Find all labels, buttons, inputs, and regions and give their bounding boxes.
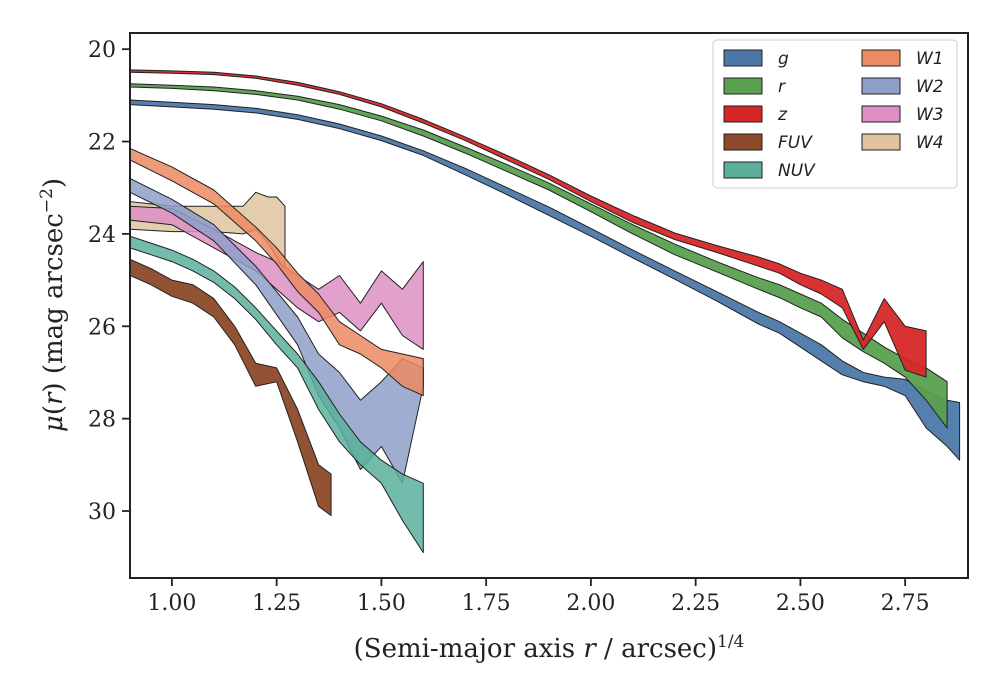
x-tick-label: 2.25 [671,591,720,616]
y-tick-label: 26 [88,315,116,340]
legend-label-w3: W3 [916,105,944,125]
y-axis-label: μ(r) (mag arcsec−2) [37,178,69,432]
x-axis-label: (Semi-major axis r / arcsec)1/4 [354,632,745,664]
band-w1 [130,148,424,397]
x-tick-label: 2.00 [566,591,615,616]
plot-frame [129,32,969,579]
x-tick-label: 1.25 [252,591,301,616]
x-tick-label: 1.00 [147,591,196,616]
band-g [130,99,961,461]
legend-label-nuv: NUV [778,161,816,181]
legend: grz FUV NUV W1 W2 W3 W4 [712,39,958,189]
legend-swatch-w3 [861,105,901,123]
bands-layer [130,69,961,554]
x-tick-label: 1.75 [462,591,511,616]
legend-label-g: g [778,49,789,69]
legend-label-z: z [777,105,788,125]
y-tick-label: 20 [88,38,116,63]
y-axis-ticks: 20 22 24 26 28 30 [88,38,130,525]
legend-swatch-r [723,77,763,95]
band-nuv [130,235,424,554]
legend-label-w2: W2 [916,77,944,97]
y-tick-label: 22 [88,131,116,156]
legend-label-r: r [778,77,786,97]
x-axis-ticks: 1.00 1.25 1.50 1.75 2.00 2.25 2.50 2.75 [147,578,930,616]
band-r [130,83,948,429]
x-tick-label: 1.50 [357,591,406,616]
y-tick-label: 24 [88,223,116,248]
legend-label-fuv: FUV [778,133,813,153]
legend-swatch-nuv [723,161,763,179]
x-tick-label: 2.75 [881,591,930,616]
legend-swatch-z [723,105,763,123]
legend-swatch-w1 [861,49,901,67]
legend-label-w4: W4 [916,133,944,153]
x-tick-label: 2.50 [776,591,825,616]
legend-swatch-w2 [861,77,901,95]
y-tick-label: 28 [88,408,116,433]
legend-box [712,39,958,189]
legend-swatch-fuv [723,133,763,151]
legend-swatch-g [723,49,763,67]
legend-label-w1: W1 [916,49,944,69]
y-tick-label: 30 [88,500,116,525]
band-z [130,69,927,378]
band-fuv [130,258,332,517]
legend-swatch-w4 [861,133,901,151]
